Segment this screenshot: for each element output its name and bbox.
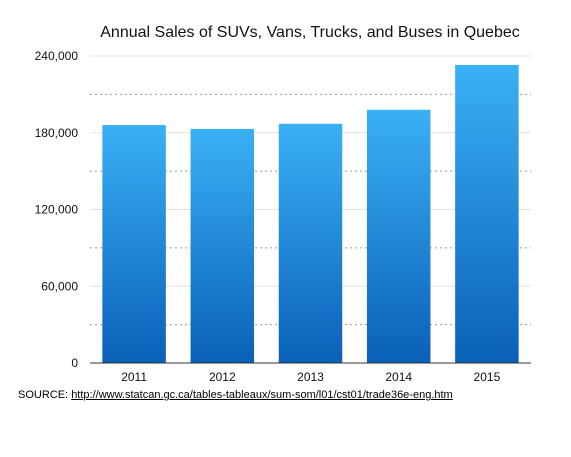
x-axis-ticks: 2011 2012 2013 2014 2015 bbox=[121, 370, 500, 384]
x-tick-label: 2011 bbox=[121, 370, 147, 384]
bars bbox=[102, 64, 519, 364]
chart-title: Annual Sales of SUVs, Vans, Trucks, and … bbox=[100, 24, 519, 41]
source-link[interactable]: http://www.statcan.gc.ca/tables-tableaux… bbox=[71, 389, 453, 401]
y-tick-label: 0 bbox=[71, 356, 78, 370]
y-tick-label: 240,000 bbox=[35, 49, 79, 63]
y-axis-ticks: 0 60,000 120,000 180,000 240,000 bbox=[35, 49, 79, 370]
bar-2011 bbox=[102, 125, 166, 363]
bar-2015 bbox=[455, 64, 519, 364]
source-label: SOURCE: bbox=[18, 389, 69, 401]
y-tick-label: 180,000 bbox=[35, 126, 79, 140]
y-tick-label: 60,000 bbox=[41, 279, 78, 293]
x-tick-label: 2013 bbox=[297, 370, 324, 384]
bar-2014 bbox=[366, 109, 431, 363]
x-tick-label: 2012 bbox=[209, 370, 236, 384]
bar-2012 bbox=[190, 128, 255, 363]
source-note: SOURCE: http://www.statcan.gc.ca/tables-… bbox=[18, 389, 453, 401]
bar-2013 bbox=[278, 123, 343, 363]
y-tick-label: 120,000 bbox=[35, 203, 79, 217]
x-tick-label: 2014 bbox=[385, 370, 412, 384]
x-tick-label: 2015 bbox=[474, 370, 501, 384]
